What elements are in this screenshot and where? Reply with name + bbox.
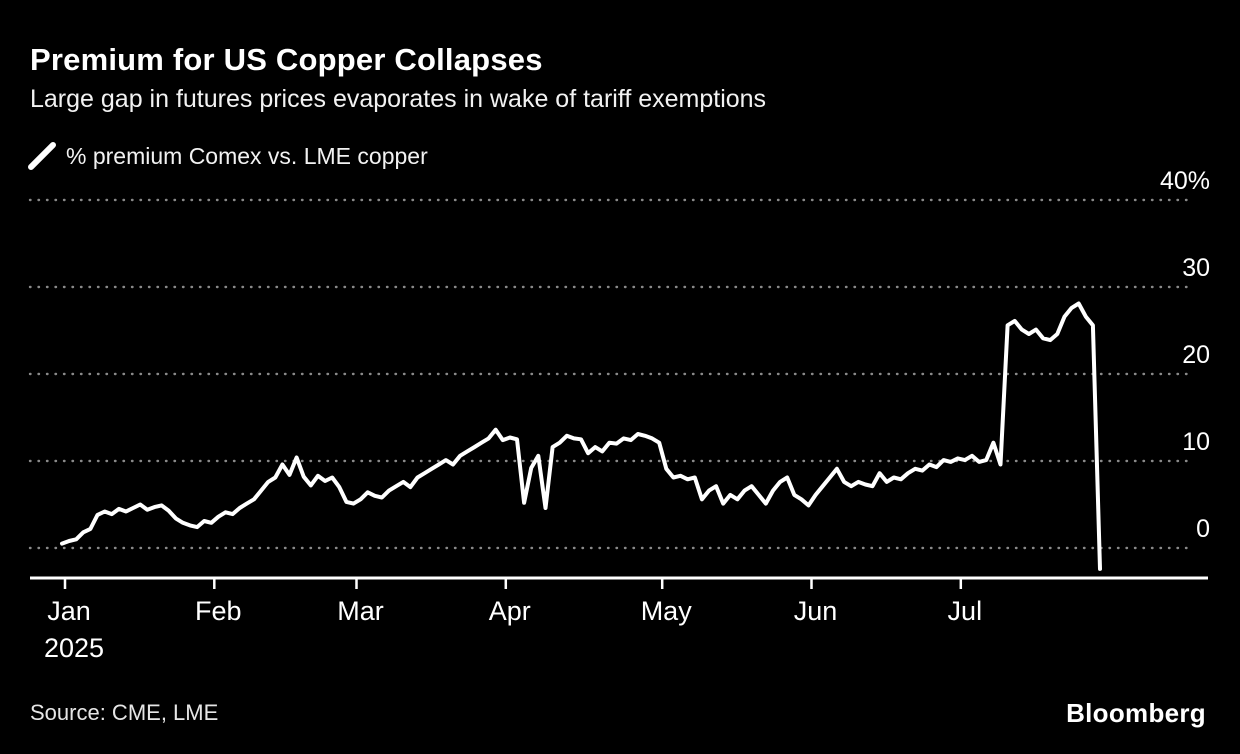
x-axis-label: Feb bbox=[195, 596, 242, 626]
chart-title: Premium for US Copper Collapses bbox=[30, 42, 543, 77]
legend-line-swatch-icon bbox=[28, 142, 56, 170]
x-axis-label: Jun bbox=[794, 596, 838, 626]
bloomberg-logo: Bloomberg bbox=[1066, 698, 1206, 728]
data-line-series bbox=[60, 301, 1102, 571]
legend-label: % premium Comex vs. LME copper bbox=[66, 142, 428, 169]
x-axis-label: May bbox=[641, 596, 693, 626]
chart-subtitle: Large gap in futures prices evaporates i… bbox=[30, 85, 767, 113]
y-axis-label: 20 bbox=[1182, 341, 1210, 369]
source-note: Source: CME, LME bbox=[30, 700, 219, 725]
x-axis-label: Mar bbox=[337, 596, 384, 626]
y-axis-label: 40% bbox=[1160, 167, 1210, 195]
legend: % premium Comex vs. LME copper bbox=[28, 142, 428, 170]
x-axis-label: Apr bbox=[489, 596, 531, 626]
y-axis-label: 10 bbox=[1182, 428, 1210, 456]
y-axis-label: 30 bbox=[1182, 254, 1210, 282]
x-axis-label: Jan bbox=[47, 596, 91, 626]
x-axis-label: Jul bbox=[948, 596, 983, 626]
y-axis-label: 0 bbox=[1196, 515, 1210, 543]
x-axis-year-label: 2025 bbox=[44, 633, 104, 663]
